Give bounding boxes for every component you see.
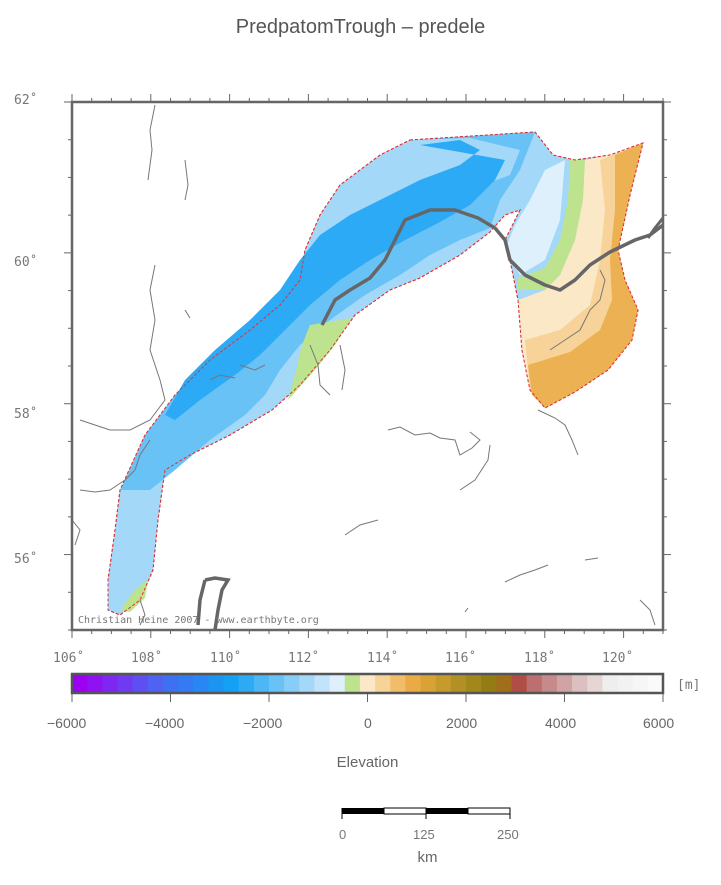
colorbar-swatch	[390, 674, 406, 693]
scale-label-125: 125	[413, 827, 435, 842]
cb-tick-neg6000: −6000	[47, 715, 87, 731]
colorbar-swatch	[117, 674, 134, 693]
colorbar-label: Elevation	[336, 754, 399, 771]
scale-label-0: 0	[339, 827, 347, 842]
main-river	[320, 208, 663, 326]
colorbar-swatch	[602, 674, 619, 693]
map-title: PredpatomTrough – predele	[235, 16, 486, 38]
cb-tick-0: 0	[364, 715, 372, 731]
cb-tick-2000: 2000	[446, 715, 478, 731]
colorbar-swatch	[420, 674, 437, 693]
colorbar-swatch	[299, 674, 315, 693]
colorbar-swatch	[238, 674, 255, 693]
colorbar-swatch	[556, 674, 573, 693]
colorbar-swatch	[87, 674, 103, 693]
cb-tick-neg2000: −2000	[243, 715, 283, 731]
colorbar-swatch	[314, 674, 331, 693]
colorbar-swatch	[329, 674, 346, 693]
cb-tick-6000: 6000	[643, 715, 675, 731]
lon-label-106: 106˚	[53, 651, 85, 666]
colorbar-swatch	[526, 674, 543, 693]
colorbar-swatch	[541, 674, 558, 693]
colorbar-swatch	[162, 674, 179, 693]
scale-seg-4	[467, 807, 511, 815]
lon-label-120: 120˚	[602, 651, 634, 666]
credit-text: Christian Heine 2007 - www.earthbyte.org	[78, 615, 319, 626]
colorbar-swatch	[405, 674, 422, 693]
colorbar-swatch	[511, 674, 528, 693]
lat-label-56: 56˚	[14, 552, 38, 567]
lat-label-60: 60˚	[14, 255, 38, 270]
lat-label-58: 58˚	[14, 407, 38, 422]
cb-tick-4000: 4000	[545, 715, 577, 731]
colorbar-swatch	[132, 674, 149, 693]
colorbar-swatch	[193, 674, 209, 693]
region-near-zero	[505, 160, 565, 275]
colorbar-swatch	[269, 674, 285, 693]
scale-seg-1	[342, 808, 384, 814]
region-positive-high	[528, 143, 643, 408]
scale-unit: km	[417, 849, 438, 866]
colorbar-swatch	[178, 674, 194, 693]
colorbar-swatch	[450, 674, 467, 693]
region-zero-east	[518, 160, 585, 290]
scale-bar	[341, 807, 511, 819]
scale-label-250: 250	[497, 827, 519, 842]
colorbar-swatch	[102, 674, 118, 693]
colorbar-swatch	[72, 674, 88, 693]
region-zero-south	[120, 580, 148, 612]
region-zero-mid	[288, 318, 352, 400]
colorbar-swatch	[208, 674, 225, 693]
scale-seg-2	[383, 807, 427, 815]
lon-label-112: 112˚	[288, 651, 320, 666]
lake-feature	[196, 576, 231, 630]
colorbar-swatch	[572, 674, 588, 693]
map-ticks	[64, 94, 671, 638]
colorbar-swatch	[344, 674, 361, 693]
colorbar-swatch	[359, 674, 376, 693]
cb-tick-neg4000: −4000	[145, 715, 185, 731]
scale-seg-3	[426, 808, 468, 814]
colorbar-swatch	[375, 674, 391, 693]
minor-rivers	[72, 104, 656, 626]
lon-label-110: 110˚	[210, 651, 242, 666]
lon-label-108: 108˚	[131, 651, 163, 666]
river-branch-ne	[646, 217, 663, 239]
colorbar-swatch	[647, 674, 664, 693]
colorbar-swatch	[496, 674, 512, 693]
colorbar-swatch	[466, 674, 482, 693]
colorbar-swatch	[617, 674, 634, 693]
lon-label-116: 116˚	[445, 651, 477, 666]
colorbar-swatch	[284, 674, 300, 693]
colorbar-swatch	[147, 674, 164, 693]
colorbar-frame	[70, 672, 665, 695]
lon-label-114: 114˚	[367, 651, 399, 666]
lat-label-62: 62˚	[14, 93, 38, 108]
colorbar-swatch	[481, 674, 497, 693]
basin-boundary	[107, 131, 644, 616]
colorbar-swatch	[253, 674, 270, 693]
colorbar-swatch	[435, 674, 452, 693]
colorbar-swatch	[587, 674, 603, 693]
colorbar-ticks	[71, 694, 664, 702]
lon-label-118: 118˚	[524, 651, 556, 666]
colorbar-unit: [m]	[677, 678, 701, 693]
region-deep	[165, 140, 505, 420]
colorbar	[70, 672, 665, 695]
colorbar-swatch	[632, 674, 649, 693]
colorbar-swatch	[223, 674, 240, 693]
